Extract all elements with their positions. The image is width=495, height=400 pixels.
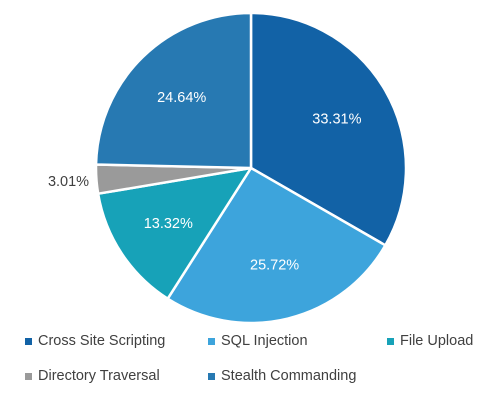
legend-label: SQL Injection xyxy=(221,333,308,349)
legend-swatch xyxy=(208,372,215,380)
legend-swatch xyxy=(387,337,394,345)
data-label-sql-injection: 25.72% xyxy=(250,257,299,273)
data-label-stealth-commanding: 24.64% xyxy=(157,90,206,106)
pie-slices xyxy=(94,11,408,325)
legend-item-file-upload: File Upload xyxy=(387,333,473,349)
pie-slice-stealth-commanding xyxy=(94,11,253,170)
chart-legend: Cross Site Scripting SQL Injection File Up… xyxy=(0,330,495,400)
legend-item-cross-site-scripting: Cross Site Scripting xyxy=(25,333,165,349)
pie-slice-file-upload xyxy=(96,166,253,300)
legend-swatch xyxy=(25,337,32,345)
legend-item-stealth-commanding: Stealth Commanding xyxy=(208,368,356,384)
legend-label: Directory Traversal xyxy=(38,368,160,384)
legend-swatch xyxy=(208,337,215,345)
data-label-directory-traversal: 3.01% xyxy=(48,174,89,190)
legend-item-sql-injection: SQL Injection xyxy=(208,333,308,349)
pie-slice-sql-injection xyxy=(166,166,387,325)
data-label-cross-site-scripting: 33.31% xyxy=(312,111,361,127)
data-label-file-upload: 13.32% xyxy=(144,216,193,232)
pie-slice-cross-site-scripting xyxy=(249,11,408,247)
legend-label: Stealth Commanding xyxy=(221,368,357,384)
legend-label: File Upload xyxy=(400,333,474,349)
pie-data-labels: 33.31% 25.72% 13.32% 3.01% 24.64% xyxy=(48,90,362,273)
legend-item-directory-traversal: Directory Traversal xyxy=(25,368,160,384)
legend-swatch xyxy=(25,372,32,380)
legend-label: Cross Site Scripting xyxy=(38,333,166,349)
pie-chart: 33.31% 25.72% 13.32% 3.01% 24.64% xyxy=(48,11,408,325)
